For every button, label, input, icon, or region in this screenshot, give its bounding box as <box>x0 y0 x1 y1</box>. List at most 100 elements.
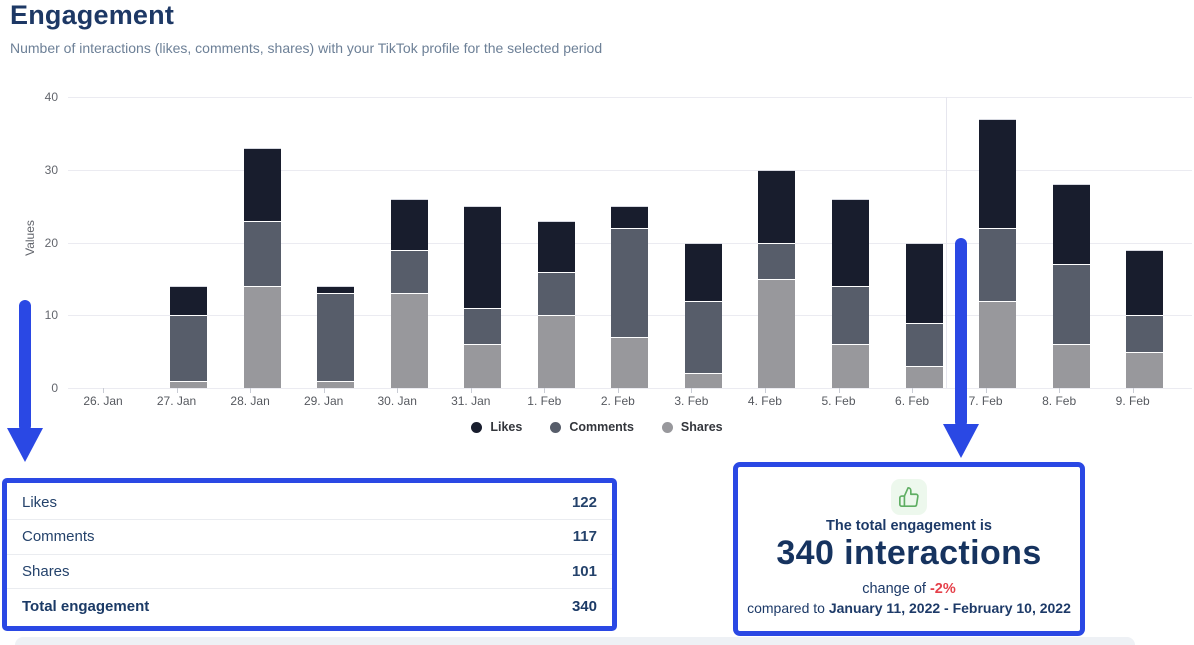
bar-31-jan[interactable] <box>464 206 502 388</box>
segment-shares <box>758 278 796 388</box>
x-tick <box>912 388 914 393</box>
row-value: 122 <box>571 493 597 511</box>
row-value: 117 <box>572 528 597 546</box>
change-line: change of -2% <box>862 581 956 597</box>
change-value: -2% <box>929 581 956 597</box>
legend-item-comments[interactable]: Comments <box>550 420 634 434</box>
segment-comments <box>758 242 796 279</box>
x-tick <box>617 388 619 393</box>
x-tick <box>838 388 840 393</box>
bar-30-jan[interactable] <box>390 198 428 388</box>
row-label: Comments <box>22 528 95 546</box>
bar-1-feb[interactable] <box>537 220 575 388</box>
segment-likes <box>537 220 575 272</box>
x-tick-label: 7. Feb <box>968 394 1003 408</box>
x-tick-label: 1. Feb <box>527 394 562 408</box>
y-tick-label: 0 <box>51 381 58 395</box>
segment-comments <box>464 307 502 345</box>
y-tick-label: 10 <box>44 308 58 323</box>
segment-likes <box>464 206 502 308</box>
gridline-0 <box>68 388 1192 389</box>
segment-comments <box>1126 315 1164 352</box>
segment-likes <box>390 198 428 250</box>
table-row-comments: Comments 117 <box>7 520 612 555</box>
segment-comments <box>537 271 575 316</box>
x-tick-label: 8. Feb <box>1042 394 1077 408</box>
x-tick-label: 3. Feb <box>674 394 709 408</box>
x-tick <box>176 388 178 393</box>
hover-guideline <box>946 97 947 388</box>
segment-comments <box>979 227 1017 301</box>
bar-6-feb[interactable] <box>905 242 943 389</box>
x-tick <box>103 388 104 393</box>
bar-8-feb[interactable] <box>1052 184 1090 388</box>
bar-2-feb[interactable] <box>611 206 649 388</box>
x-tick-label: 27. Jan <box>156 394 197 408</box>
x-tick <box>764 388 766 393</box>
segment-comments <box>243 220 281 287</box>
segment-comments <box>317 293 355 381</box>
bar-5-feb[interactable] <box>832 198 869 388</box>
segment-shares <box>1126 351 1164 388</box>
segment-shares <box>243 286 281 388</box>
page-title: Engagement <box>10 0 175 30</box>
bar-3-feb[interactable] <box>684 242 722 389</box>
segment-likes <box>684 242 722 301</box>
bar-29-jan[interactable] <box>317 286 355 388</box>
thumbs-up-icon <box>891 479 927 515</box>
total-engagement-card: The total engagement is 340 interactions… <box>733 462 1085 636</box>
bar-27-jan[interactable] <box>170 286 208 388</box>
change-prefix: change of <box>862 581 930 597</box>
segment-comments <box>832 286 869 345</box>
segment-likes <box>1052 184 1090 265</box>
bar-4-feb[interactable] <box>758 169 796 388</box>
x-tick-label: 6. Feb <box>895 394 930 408</box>
segment-shares <box>537 315 575 388</box>
y-tick-label: 30 <box>44 162 58 177</box>
segment-shares <box>979 300 1017 388</box>
segment-shares <box>170 380 208 388</box>
x-tick-label: 30. Jan <box>377 394 417 408</box>
x-tick-label: 31. Jan <box>451 394 491 408</box>
x-tick <box>1132 388 1134 393</box>
segment-likes <box>170 286 208 316</box>
compare-line: compared to January 11, 2022 - February … <box>747 600 1071 616</box>
segment-comments <box>390 249 428 294</box>
segment-comments <box>1052 264 1090 345</box>
bar-28-jan[interactable] <box>243 147 281 388</box>
legend-dot-shares <box>661 421 673 433</box>
chart-legend: Likes Comments Shares <box>0 420 1194 434</box>
segment-likes <box>979 118 1017 228</box>
engagement-bar-chart: Values 0 10 20 30 40 26. Jan 27. Jan 28. Jan 29.… <box>0 85 1194 415</box>
annotation-arrow-right <box>955 238 967 428</box>
total-engagement-caption: The total engagement is <box>826 518 992 534</box>
legend-item-likes[interactable]: Likes <box>471 420 522 434</box>
x-tick-label: 4. Feb <box>747 394 782 408</box>
segment-likes <box>1126 249 1164 316</box>
segment-comments <box>905 322 943 367</box>
segment-shares <box>611 337 649 388</box>
y-tick-label: 40 <box>44 90 58 104</box>
bar-7-feb[interactable] <box>979 118 1017 388</box>
next-card-top-edge <box>15 637 1135 645</box>
legend-item-shares[interactable]: Shares <box>661 420 723 434</box>
bar-9-feb[interactable] <box>1126 249 1164 388</box>
segment-likes <box>611 206 649 228</box>
x-tick-label: 29. Jan <box>303 394 344 408</box>
x-tick <box>1059 388 1061 393</box>
row-label: Shares <box>22 562 70 580</box>
total-engagement-value: 340 interactions <box>776 534 1042 572</box>
segment-likes <box>832 198 869 287</box>
compare-prefix: compared to <box>747 600 829 616</box>
legend-dot-comments <box>550 421 562 433</box>
table-row-total-engagement: Total engagement 340 <box>7 589 612 624</box>
segment-shares <box>832 344 869 388</box>
x-tick <box>470 388 472 393</box>
annotation-arrow-left <box>19 300 31 432</box>
segment-shares <box>464 344 502 388</box>
annotation-arrow-left-head <box>7 428 43 462</box>
segment-likes <box>317 286 355 294</box>
segment-likes <box>243 147 281 221</box>
legend-label: Shares <box>680 420 723 434</box>
x-tick <box>544 388 546 393</box>
